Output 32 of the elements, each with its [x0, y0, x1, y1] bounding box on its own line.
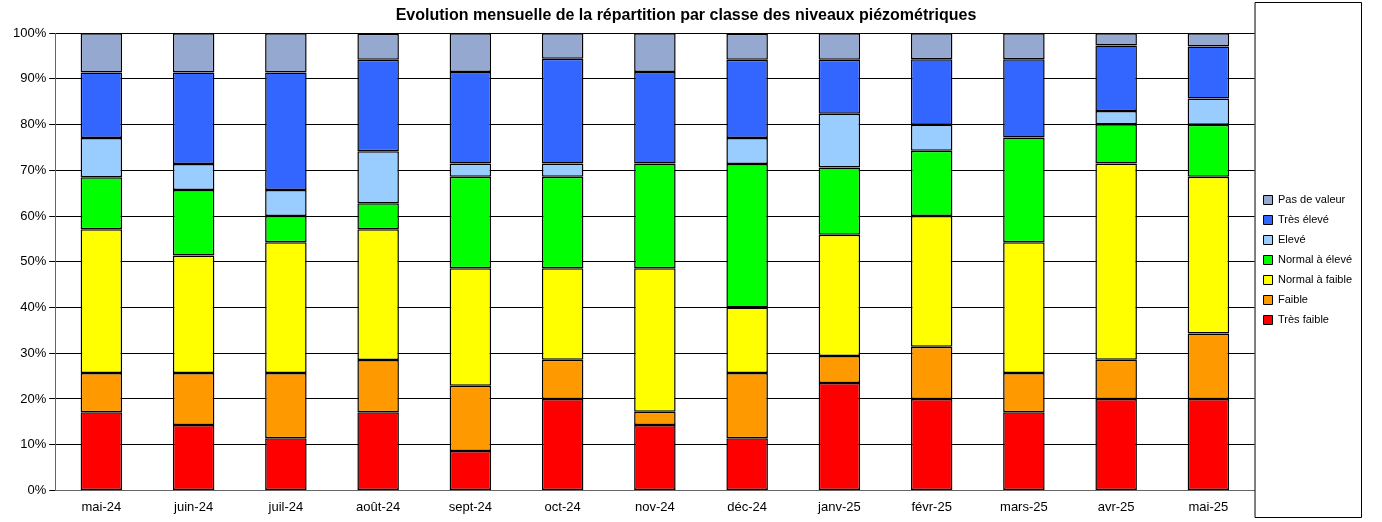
y-tick-label: 90% [20, 70, 47, 86]
legend-label: Normal à élevé [1278, 253, 1353, 266]
chart-title: Evolution mensuelle de la répartition par classe des niveaux piézométriques [395, 6, 977, 24]
x-tick-label: sept-24 [448, 498, 493, 514]
x-tick-label: juil-24 [267, 498, 304, 514]
y-tick-label: 30% [20, 344, 47, 360]
y-tick-label: 40% [20, 299, 47, 315]
y-tick-label: 20% [20, 390, 47, 406]
y-tick-label: 80% [20, 116, 47, 132]
x-tick-label: avr-25 [1097, 498, 1135, 514]
legend-label: Elevé [1278, 233, 1306, 246]
legend-label: Normal à faible [1278, 273, 1353, 286]
legend-label: Faible [1278, 293, 1308, 306]
x-tick-label: mai-25 [1188, 498, 1229, 514]
legend-label: Très faible [1278, 313, 1329, 326]
x-tick-label: août-24 [356, 498, 401, 514]
x-tick-label: juin-24 [173, 498, 214, 514]
legend-label: Très élevé [1278, 213, 1329, 226]
y-tick-label: 70% [20, 161, 47, 177]
x-tick-label: janv-25 [817, 498, 861, 514]
x-tick-label: mai-24 [81, 498, 122, 514]
x-tick-label: févr-25 [911, 498, 952, 514]
y-tick-label: 60% [20, 207, 47, 223]
x-tick-label: oct-24 [544, 498, 581, 514]
y-tick-label: 100% [13, 24, 47, 40]
y-tick-label: 50% [20, 253, 47, 269]
x-tick-label: mars-25 [1000, 498, 1048, 514]
x-tick-label: nov-24 [635, 498, 675, 514]
y-tick-label: 10% [20, 436, 47, 452]
x-tick-label: déc-24 [727, 498, 768, 514]
legend-label: Pas de valeur [1278, 193, 1346, 206]
y-tick-label: 0% [27, 481, 47, 497]
